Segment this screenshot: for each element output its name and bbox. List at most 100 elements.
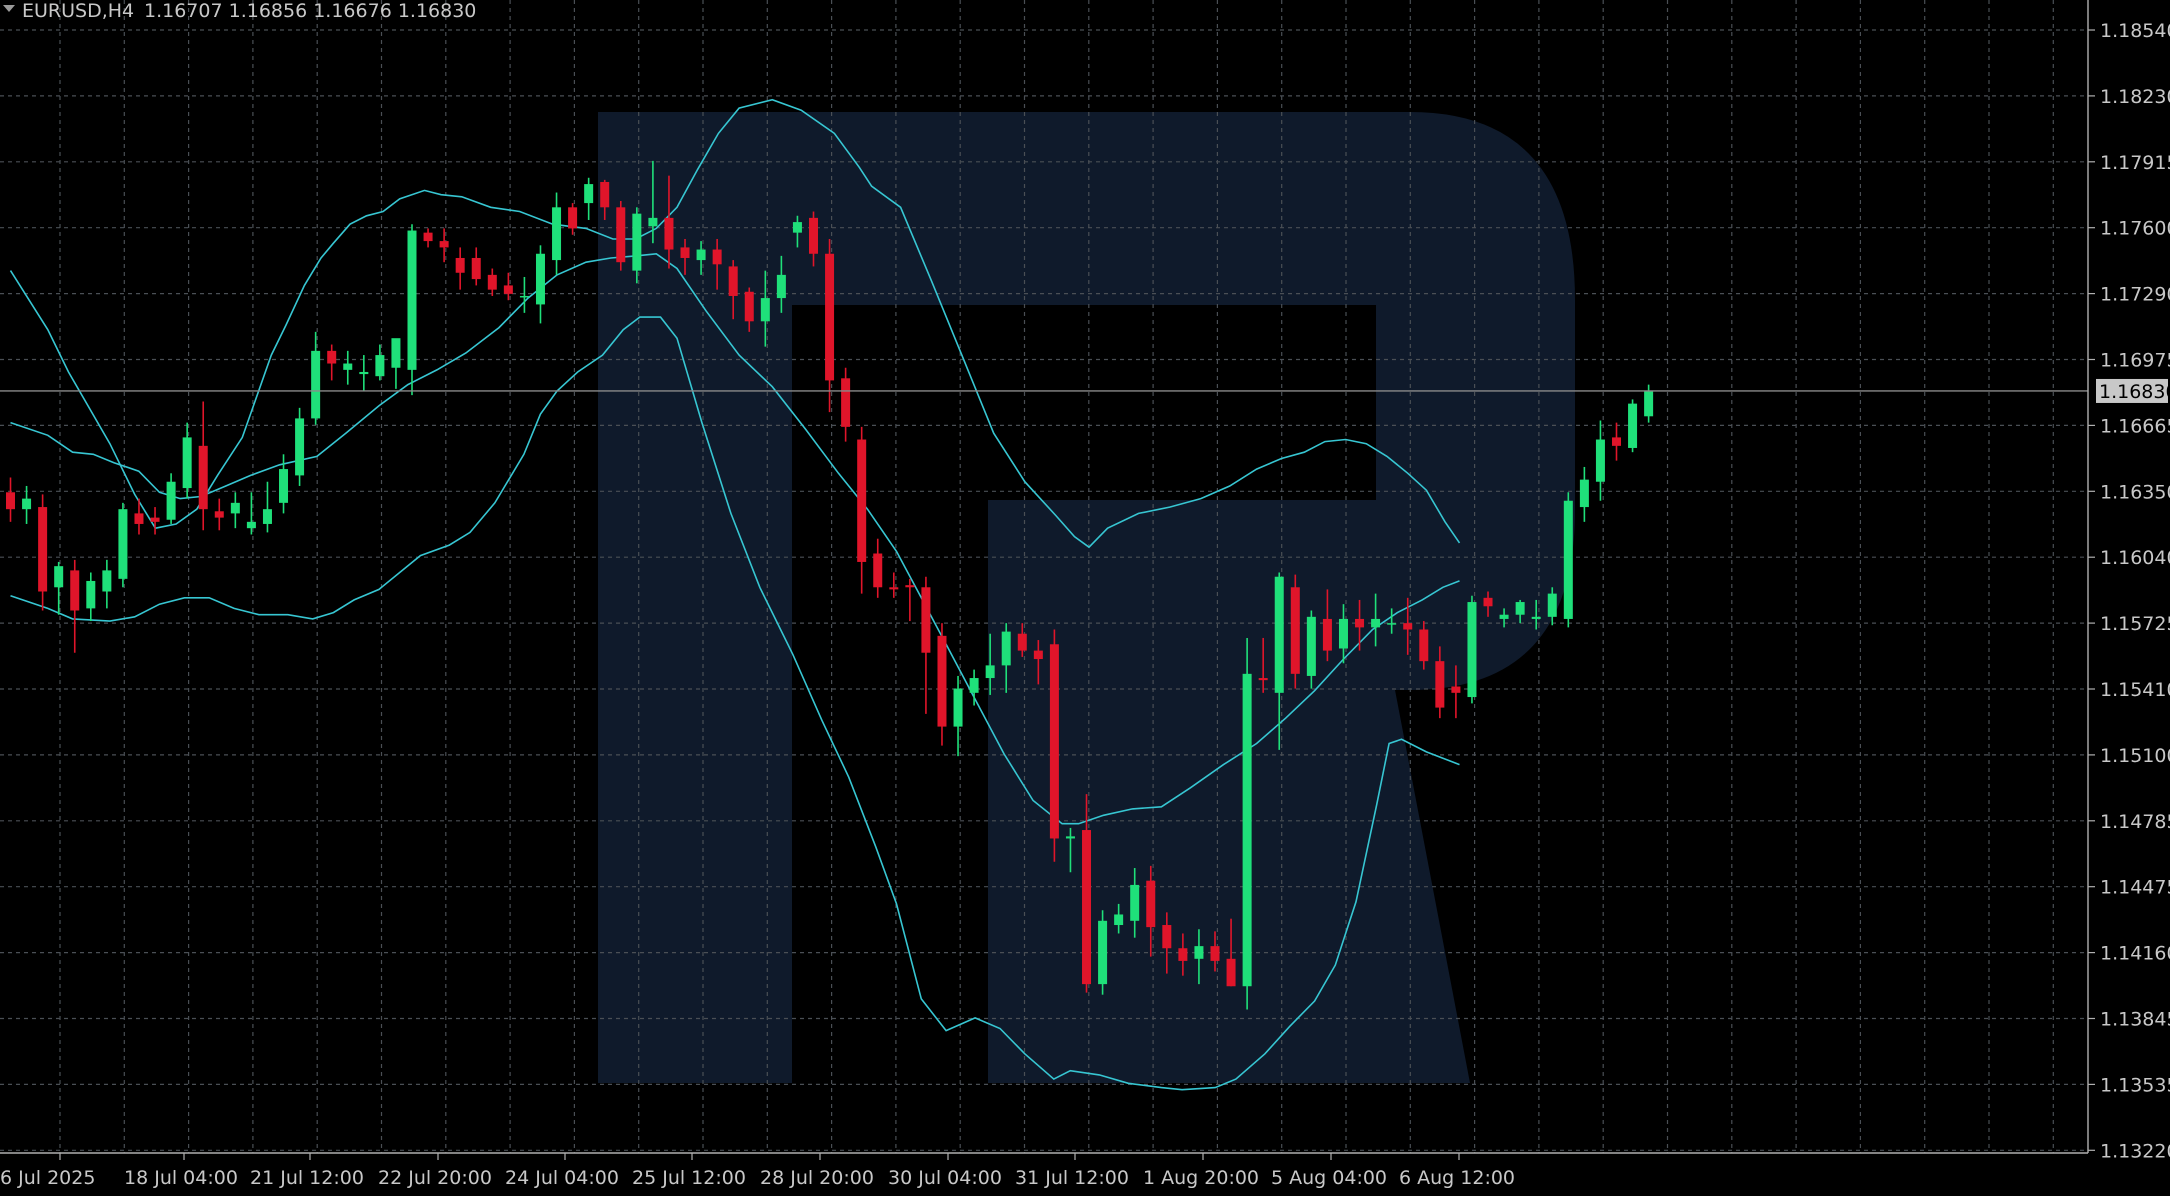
- triangle-down-icon[interactable]: [3, 5, 15, 12]
- candle: [214, 498, 224, 531]
- candle: [166, 473, 176, 524]
- time-tick-label: 28 Jul 20:00: [760, 1167, 874, 1189]
- candle-body: [889, 587, 899, 590]
- candle: [182, 422, 192, 499]
- candle: [134, 498, 144, 535]
- candle-body: [1612, 437, 1621, 446]
- candle-body: [375, 355, 385, 377]
- ohlc-readout: 1.16707 1.16856 1.16676 1.16830: [144, 0, 476, 22]
- candle: [1515, 599, 1525, 624]
- price-tick-label: 1.13845: [2100, 1009, 2170, 1031]
- candle-body: [423, 232, 433, 242]
- candle-body: [1274, 576, 1284, 693]
- candle: [1322, 589, 1332, 662]
- candle-body: [552, 207, 562, 261]
- candle-body: [343, 363, 353, 370]
- bollinger-bands: [9, 98, 1461, 1091]
- candle: [1226, 918, 1236, 987]
- candle-body: [1403, 623, 1413, 630]
- candle: [680, 238, 690, 275]
- candle-body: [632, 213, 642, 271]
- candle-body: [214, 511, 224, 518]
- candle: [1033, 640, 1043, 685]
- candle: [1451, 665, 1461, 719]
- candle: [937, 623, 947, 746]
- candle-body: [279, 469, 289, 503]
- candle-body: [744, 291, 754, 322]
- time-tick-label: 21 Jul 12:00: [250, 1167, 364, 1189]
- candle: [1194, 929, 1204, 985]
- candle-body: [118, 509, 128, 579]
- candle: [102, 559, 112, 609]
- candle: [1210, 931, 1220, 972]
- candle-body: [1306, 616, 1316, 676]
- candle: [22, 485, 32, 524]
- candle-body: [1467, 602, 1477, 698]
- price-tick-label: 1.14160: [2100, 943, 2170, 965]
- candle: [359, 355, 369, 391]
- candle: [744, 287, 754, 332]
- candle-body: [568, 207, 578, 229]
- candle-body: [1371, 618, 1381, 628]
- time-tick-label: 24 Jul 04:00: [505, 1167, 619, 1189]
- candle: [1258, 637, 1268, 693]
- candle: [809, 211, 818, 267]
- candle-body: [905, 585, 915, 588]
- candle-body: [1595, 439, 1605, 482]
- candle-body: [776, 274, 786, 299]
- candle: [246, 492, 256, 535]
- candle: [568, 203, 578, 235]
- candle-body: [841, 378, 851, 427]
- candle: [343, 350, 353, 385]
- candle-body: [134, 513, 144, 524]
- candle: [54, 561, 64, 615]
- candle-body: [1322, 618, 1332, 651]
- candle: [1547, 587, 1557, 626]
- candle: [776, 255, 786, 313]
- candle-body: [1563, 500, 1573, 619]
- candle: [279, 454, 289, 514]
- candle: [1001, 623, 1011, 693]
- candle: [375, 344, 385, 381]
- candle: [6, 477, 15, 522]
- band-middle: [10, 252, 1460, 825]
- candle: [295, 407, 305, 486]
- candle: [953, 675, 963, 757]
- candle: [969, 669, 979, 706]
- price-tick-label: 1.17915: [2100, 152, 2170, 174]
- candle-body: [1628, 403, 1638, 448]
- candle-body: [1644, 390, 1654, 417]
- candle: [1290, 574, 1300, 689]
- candle: [503, 272, 513, 301]
- candle: [423, 228, 433, 248]
- candle-body: [38, 507, 48, 592]
- candle: [535, 245, 545, 324]
- candle-body: [600, 181, 610, 208]
- candle: [327, 344, 337, 381]
- candle-body: [535, 253, 545, 305]
- candle: [455, 247, 465, 290]
- candle: [632, 207, 642, 284]
- candle-body: [1162, 925, 1172, 949]
- candle-body: [1049, 644, 1059, 839]
- candle: [1338, 604, 1348, 664]
- current-price-label: 1.16830: [2099, 381, 2170, 403]
- candle: [584, 177, 594, 220]
- candle: [905, 578, 915, 622]
- candle: [311, 331, 321, 425]
- candle-body: [809, 217, 818, 254]
- candle: [1595, 420, 1605, 501]
- candle-body: [230, 502, 240, 514]
- candle: [1162, 912, 1172, 974]
- candle-body: [921, 587, 931, 653]
- candle: [1065, 827, 1075, 873]
- candle-body: [262, 509, 272, 524]
- candle-body: [70, 570, 80, 611]
- candle: [696, 241, 706, 275]
- candle-body: [6, 492, 15, 510]
- time-tick-label: 30 Jul 04:00: [888, 1167, 1002, 1189]
- candle: [841, 367, 851, 442]
- candle: [985, 633, 995, 695]
- symbol-label: EURUSD,H4: [22, 0, 134, 22]
- candle-body: [22, 498, 32, 510]
